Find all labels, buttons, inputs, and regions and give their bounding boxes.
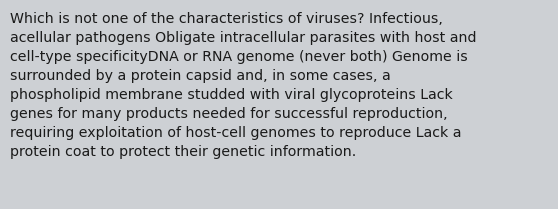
Text: Which is not one of the characteristics of viruses? Infectious,
acellular pathog: Which is not one of the characteristics … (10, 12, 477, 159)
